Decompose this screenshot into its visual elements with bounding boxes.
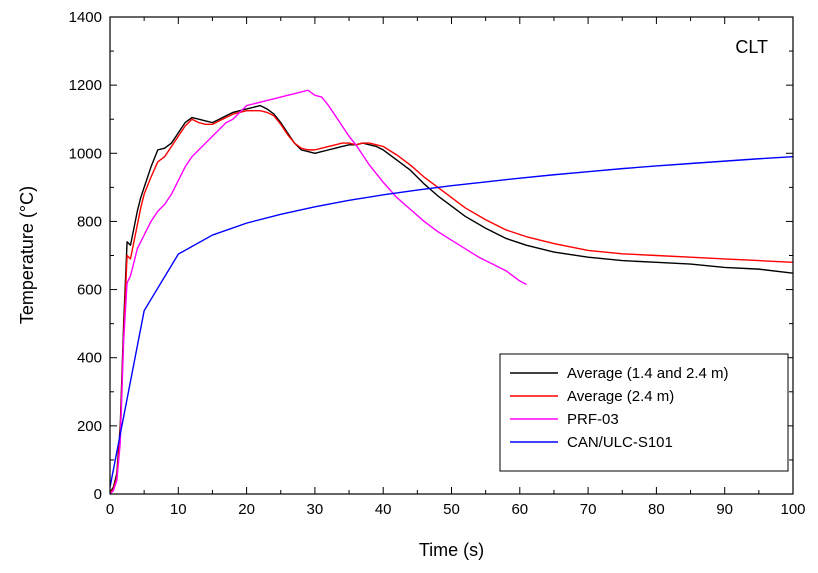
series-line-1 bbox=[110, 109, 793, 494]
y-tick-label: 400 bbox=[77, 350, 102, 367]
x-tick-label: 80 bbox=[648, 501, 665, 518]
x-axis-ticks: 0 10 20 30 40 50 60 70 80 90 100 bbox=[106, 17, 806, 518]
x-tick-label: 20 bbox=[238, 501, 255, 518]
x-tick-label: 10 bbox=[170, 501, 187, 518]
y-tick-label: 1000 bbox=[69, 145, 102, 162]
x-tick-label: 50 bbox=[443, 501, 460, 518]
y-tick-label: 600 bbox=[77, 282, 102, 299]
x-tick-label: 0 bbox=[106, 501, 114, 518]
y-tick-label: 1200 bbox=[69, 77, 102, 94]
series-line-3 bbox=[110, 155, 793, 488]
y-tick-label: 800 bbox=[77, 213, 102, 230]
legend-label: CAN/ULC-S101 bbox=[567, 434, 673, 451]
legend-label: Average (1.4 and 2.4 m) bbox=[567, 365, 728, 382]
y-tick-label: 0 bbox=[94, 486, 102, 503]
y-axis-title: Temperature (°C) bbox=[17, 186, 37, 324]
legend-items: Average (1.4 and 2.4 m) Average (2.4 m) PR… bbox=[510, 365, 728, 451]
legend-label: PRF-03 bbox=[567, 411, 619, 428]
series-layer bbox=[110, 89, 793, 494]
x-tick-label: 100 bbox=[780, 501, 805, 518]
chart-annotation: CLT bbox=[735, 37, 768, 57]
series-line-2 bbox=[110, 89, 527, 494]
series-line-0 bbox=[110, 104, 793, 493]
x-tick-label: 40 bbox=[375, 501, 392, 518]
y-tick-label: 200 bbox=[77, 418, 102, 435]
legend: Average (1.4 and 2.4 m) Average (2.4 m) PR… bbox=[499, 353, 789, 472]
x-tick-label: 60 bbox=[511, 501, 528, 518]
y-tick-label: 1400 bbox=[69, 9, 102, 26]
x-tick-label: 90 bbox=[716, 501, 733, 518]
x-tick-label: 30 bbox=[307, 501, 324, 518]
x-tick-label: 70 bbox=[580, 501, 597, 518]
x-axis-title: Time (s) bbox=[419, 540, 484, 560]
y-axis-ticks: 0 200 400 600 800 1000 1200 1400 bbox=[69, 9, 793, 503]
legend-label: Average (2.4 m) bbox=[567, 388, 674, 405]
